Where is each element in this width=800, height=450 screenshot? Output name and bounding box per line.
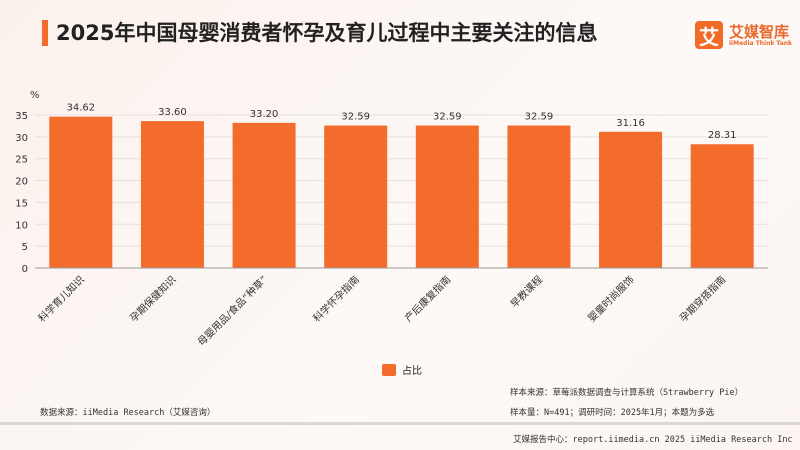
x-tick-label: 科学育儿知识 (35, 273, 87, 325)
data-label: 33.20 (250, 109, 279, 120)
page-title: 2025年中国母婴消费者怀孕及育儿过程中主要关注的信息 (56, 21, 598, 45)
logo-cn: 艾媒智库 (729, 22, 790, 41)
bar (49, 116, 113, 269)
x-tick-label: 孕期穿搭指南 (677, 273, 729, 325)
data-label: 32.59 (341, 112, 370, 123)
data-label: 28.31 (708, 130, 737, 141)
y-tick-label: 25 (15, 155, 28, 166)
data-source: 数据来源：iiMedia Research（艾媒咨询） (40, 408, 216, 418)
bar (599, 131, 663, 268)
y-tick-label: 10 (15, 220, 28, 231)
data-label: 33.60 (158, 107, 187, 118)
y-tick-label: 15 (15, 198, 28, 209)
x-tick-label: 产后康复指南 (402, 273, 454, 325)
bar (140, 121, 204, 269)
footer: 艾媒报告中心：report.iimedia.cn 2025 iiMedia Re… (513, 435, 793, 445)
x-tick-label: 孕期保健知识 (127, 273, 179, 325)
legend-swatch (382, 363, 396, 376)
y-tick-label: 20 (15, 177, 28, 188)
data-label: 31.16 (616, 118, 645, 129)
x-tick-label: 婴童时尚服饰 (585, 273, 637, 325)
sample-size: 样本量：N=491；调研时间：2025年1月；本题为多选 (510, 408, 715, 418)
logo: 艾 艾媒智库 iiMedia Think Tank (695, 21, 792, 49)
y-tick-label: 5 (22, 242, 28, 253)
legend-label: 占比 (402, 366, 422, 377)
logo-en: iiMedia Think Tank (729, 39, 793, 47)
x-tick-label: 母婴用品/食品“种草” (195, 273, 270, 348)
bar (690, 144, 754, 268)
data-label: 34.62 (66, 103, 95, 114)
x-tick-label: 早教课程 (508, 273, 545, 310)
title-accent (42, 20, 48, 46)
x-tick-label: 科学怀孕指南 (310, 273, 362, 325)
legend: 占比 (382, 362, 422, 377)
y-tick-label: 35 (15, 111, 28, 122)
data-label: 32.59 (433, 112, 462, 123)
logo-mark: 艾 (695, 21, 723, 49)
bar (415, 125, 479, 268)
footer-divider (0, 422, 800, 425)
data-label: 32.59 (525, 112, 554, 123)
bar (232, 122, 296, 269)
sample-source: 样本来源：草莓派数据调查与计算系统（Strawberry Pie） (510, 388, 744, 398)
y-tick-label: 30 (15, 133, 28, 144)
y-axis-label: % (30, 90, 40, 101)
bar (324, 125, 388, 268)
y-tick-label: 0 (22, 264, 28, 275)
bar (507, 125, 571, 268)
